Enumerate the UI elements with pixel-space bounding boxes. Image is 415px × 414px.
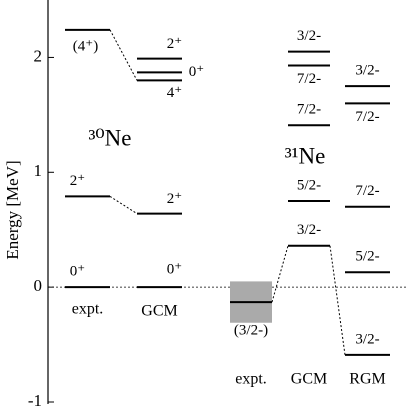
level-label: 2⁺	[167, 36, 182, 52]
level-label: 7/2-	[297, 102, 321, 118]
y-tick-label: 2	[34, 46, 43, 65]
connector	[329, 245, 346, 355]
connector	[109, 195, 138, 215]
y-tick-label: 1	[34, 161, 43, 180]
nucleus-label: ³¹Ne	[285, 143, 326, 168]
y-axis-label: Energy [MeV]	[3, 160, 22, 259]
level-label: 3/2-	[297, 28, 321, 44]
nucleus-label: ³⁰Ne	[89, 125, 132, 150]
column-label: expt.	[72, 301, 104, 318]
level-label: 0⁺	[189, 64, 204, 80]
level-label: 7/2-	[297, 71, 321, 87]
level-label: 7/2-	[355, 109, 379, 125]
level-label: 4⁺	[167, 85, 182, 101]
column-label: GCM	[141, 303, 177, 320]
level-label: 3/2-	[355, 331, 379, 347]
connector	[109, 29, 138, 81]
level-label: 2⁺	[167, 191, 182, 207]
level-label: 5/2-	[355, 249, 379, 265]
level-label: 0⁺	[167, 262, 182, 278]
y-tick-label: 0	[34, 276, 43, 295]
level-label: (3/2-)	[234, 323, 268, 339]
level-label: 7/2-	[355, 183, 379, 199]
level-label: 3/2-	[297, 222, 321, 238]
level-label: 5/2-	[297, 177, 321, 193]
column-label: expt.	[235, 371, 267, 388]
connector	[271, 245, 289, 303]
column-label: RGM	[349, 371, 385, 388]
level-label: 3/2-	[355, 63, 379, 79]
level-label: 0⁺	[70, 264, 85, 280]
level-label: (4⁺)	[73, 38, 98, 54]
column-label: GCM	[291, 371, 327, 388]
level-label: 2⁺	[70, 173, 85, 189]
y-tick-label: -1	[28, 391, 42, 410]
